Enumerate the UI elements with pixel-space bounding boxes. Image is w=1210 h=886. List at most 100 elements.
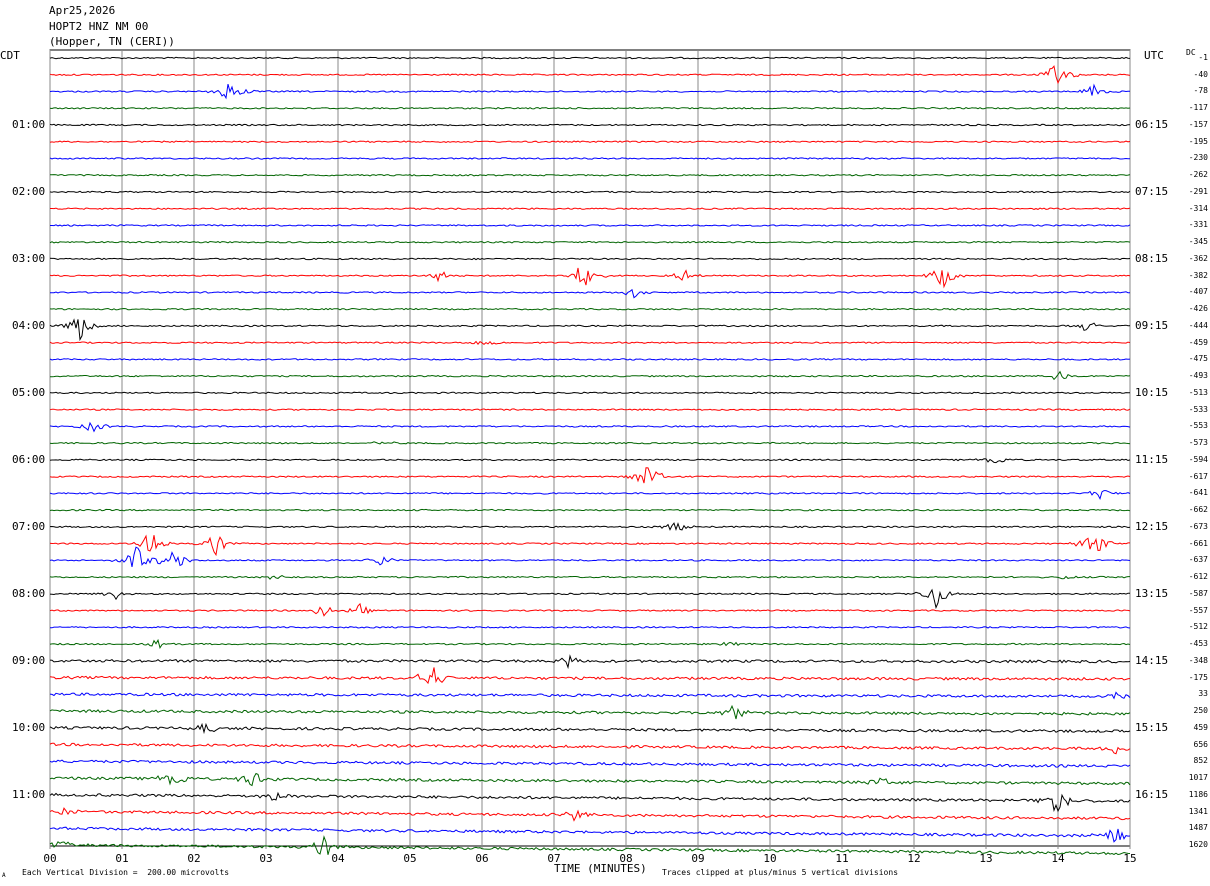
- left-hour-label: 08:00: [12, 586, 46, 600]
- right-hour-label: 11:15: [1135, 452, 1169, 466]
- x-tick-label: 11: [835, 852, 848, 865]
- seismic-trace: [49, 307, 1131, 311]
- seismic-trace: [49, 441, 1131, 445]
- x-tick-label: 14: [1051, 852, 1065, 865]
- seismic-trace: [50, 370, 1131, 381]
- seismic-trace: [49, 742, 1131, 755]
- left-timezone-label: CDT: [0, 49, 20, 62]
- x-tick-label: 10: [763, 852, 776, 865]
- dc-offset-label: 1620: [1188, 840, 1208, 849]
- dc-offset-label: -195: [1188, 136, 1208, 146]
- dc-offset-label: -331: [1188, 220, 1208, 230]
- seismic-trace: [49, 421, 1131, 433]
- dc-offset-label: -175: [1188, 672, 1208, 682]
- seismic-trace: [49, 140, 1131, 143]
- right-timezone-label: UTC: [1144, 49, 1164, 62]
- dc-offset-label: -612: [1188, 572, 1208, 582]
- dc-offset-label: -1: [1198, 53, 1208, 62]
- seismic-trace: [49, 106, 1131, 110]
- dc-offset-label: 852: [1193, 756, 1208, 766]
- seismic-trace: [49, 546, 1131, 567]
- seismic-trace: [49, 588, 1131, 610]
- seismic-trace: [49, 807, 1131, 822]
- dc-offset-label: -594: [1188, 454, 1208, 464]
- dc-offset-label: -533: [1188, 404, 1208, 414]
- seismic-trace: [49, 691, 1131, 700]
- seismic-trace: [49, 826, 1131, 843]
- right-hour-label: 09:15: [1135, 318, 1169, 332]
- dc-offset-label: -157: [1188, 119, 1208, 129]
- dc-offset-label: 1186: [1188, 789, 1208, 799]
- x-tick-label: 13: [979, 852, 992, 865]
- seismic-trace: [49, 791, 1131, 813]
- left-hour-label: 04:00: [12, 318, 46, 332]
- left-hour-label: 02:00: [12, 184, 46, 198]
- seismic-trace: [49, 667, 1131, 685]
- seismic-trace: [49, 654, 1131, 670]
- seismic-trace: [49, 626, 1131, 629]
- right-hour-label: 15:15: [1135, 720, 1169, 734]
- seismic-trace: [49, 257, 1131, 261]
- right-hour-label: 14:15: [1135, 653, 1169, 667]
- x-tick-label: 07: [547, 852, 560, 865]
- seismic-trace: [49, 772, 1131, 787]
- seismic-trace: [49, 408, 1131, 411]
- left-hour-label: 07:00: [12, 519, 46, 533]
- seismic-trace: [49, 340, 1131, 346]
- x-tick-label: 01: [115, 852, 128, 865]
- dc-offset-label: -362: [1188, 253, 1208, 263]
- dc-offset-label: 250: [1193, 706, 1208, 716]
- seismic-trace: [49, 490, 1131, 501]
- x-tick-label: 09: [691, 852, 704, 865]
- right-hour-label: 16:15: [1135, 787, 1169, 801]
- seismic-trace: [49, 65, 1131, 85]
- seismic-trace: [49, 508, 1131, 512]
- seismic-trace: [49, 722, 1131, 735]
- right-hour-label: 08:15: [1135, 251, 1169, 265]
- seismic-trace: [49, 190, 1131, 194]
- right-hour-label: 10:15: [1135, 385, 1169, 399]
- seismic-trace: [49, 638, 1131, 650]
- seismic-trace: [49, 759, 1131, 768]
- x-tick-label: 12: [907, 852, 920, 865]
- x-tick-label: 15: [1123, 852, 1136, 865]
- dc-offset-label: -573: [1188, 438, 1208, 448]
- x-tick-label: 00: [43, 852, 56, 865]
- left-hour-label: 06:00: [12, 452, 46, 466]
- seismic-trace: [49, 157, 1130, 160]
- dc-offset-label: -662: [1188, 505, 1208, 515]
- dc-offset-label: -407: [1188, 287, 1208, 297]
- dc-offset-label: -673: [1188, 521, 1208, 531]
- dc-offset-label: -426: [1188, 304, 1208, 314]
- clip-note: Traces clipped at plus/minus 5 vertical …: [662, 868, 899, 877]
- dc-offset-label: -641: [1188, 488, 1208, 498]
- right-hour-label: 12:15: [1135, 519, 1169, 533]
- seismic-trace: [50, 288, 1130, 299]
- seismic-trace: [50, 207, 1131, 211]
- x-axis-title: TIME (MINUTES): [554, 862, 647, 875]
- right-hour-label: 13:15: [1135, 586, 1169, 600]
- seismic-trace: [49, 240, 1131, 244]
- seismic-trace: [49, 318, 1131, 342]
- left-hour-label: 05:00: [12, 385, 46, 399]
- seismic-trace: [49, 458, 1131, 464]
- x-tick-label: 03: [259, 852, 272, 865]
- seismic-trace: [50, 224, 1131, 227]
- right-hour-label: 06:15: [1135, 117, 1169, 131]
- dc-offset-label: -345: [1188, 237, 1208, 247]
- dc-offset-label: -661: [1188, 538, 1208, 548]
- seismic-trace: [49, 123, 1131, 127]
- dc-offset-label: -617: [1188, 471, 1208, 481]
- dc-offset-label: -475: [1188, 354, 1208, 364]
- dc-offset-label: 459: [1193, 722, 1208, 732]
- seismic-trace: [49, 602, 1131, 617]
- dc-offset-label: -553: [1188, 421, 1208, 431]
- left-hour-label: 11:00: [12, 787, 46, 801]
- x-tick-label: 02: [187, 852, 200, 865]
- x-tick-label: 06: [475, 852, 488, 865]
- dc-offset-label: -348: [1188, 655, 1208, 665]
- x-tick-label: 04: [331, 852, 345, 865]
- dc-offset-label: 656: [1193, 739, 1208, 749]
- seismic-trace: [49, 467, 1131, 484]
